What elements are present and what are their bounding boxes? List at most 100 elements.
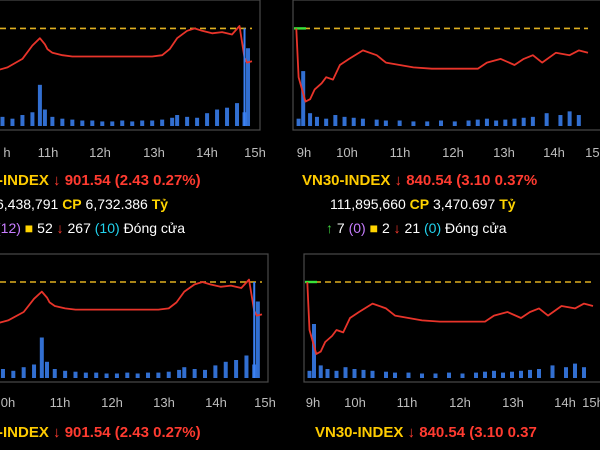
value-traded: 3,470.697 [433, 196, 496, 212]
x-tick-13h: 13h [143, 145, 165, 160]
volume-bar [576, 115, 581, 126]
cp-label: CP [409, 196, 430, 212]
index-change: (2.43 0.27%) [114, 172, 201, 189]
volume-bar [215, 109, 220, 126]
volume-bar [501, 372, 505, 378]
volume-bar [370, 370, 375, 378]
volume-bar [550, 365, 555, 378]
index-value: 901.54 [64, 424, 111, 441]
volume-bar [21, 367, 26, 378]
volume-bar [318, 365, 323, 378]
volume-bar [205, 113, 210, 126]
panel-bottom-left: 0h 11h 12h 13h 14h 15h -INDEX ↓ 901.54 (… [0, 253, 280, 450]
volume-bar [544, 113, 549, 126]
x-tick-15h: 15h [585, 145, 600, 160]
volume-bar [519, 370, 523, 378]
unchanged-count: 2 [381, 220, 390, 236]
index-change: (3.10 0.37% [456, 172, 538, 189]
chart-top-left [0, 0, 261, 131]
volume-bar [52, 369, 57, 378]
chart-frame [0, 253, 269, 383]
volume-bar [234, 360, 239, 378]
volume-bar [185, 116, 190, 126]
volume-bar [374, 119, 379, 126]
volume-bar [44, 361, 49, 378]
x-tick-10h: 10h [344, 395, 366, 410]
index-name: -INDEX [0, 172, 49, 189]
volume-bar [521, 117, 526, 126]
down-arrow-icon: ↓ [407, 424, 416, 441]
volume-bar [60, 118, 65, 126]
ticker-line: -INDEX ↓ 901.54 (2.43 0.27%) [0, 172, 201, 189]
price-line [306, 281, 594, 355]
down-arrow-icon: ↓ [56, 220, 64, 236]
volume-bar [466, 120, 471, 126]
volume-bar [564, 367, 568, 378]
volume-bar [567, 111, 572, 126]
volume-bar [32, 364, 37, 378]
volume-bar [420, 373, 424, 378]
session-status: Đóng cửa [123, 220, 186, 236]
volume-bar [104, 373, 109, 378]
volume-bar [130, 121, 135, 126]
x-tick-11h: 11h [396, 395, 418, 410]
index-change: (2.43 0.27%) [114, 424, 201, 441]
volume-bar [70, 119, 75, 126]
x-tick-edge: 0h [0, 395, 16, 410]
chart-bottom-right [303, 253, 600, 383]
volume-bar [433, 373, 438, 378]
volume-bar [110, 121, 115, 126]
volume-bar [223, 361, 228, 378]
x-tick-11h: 11h [49, 395, 71, 410]
x-tick-10h: 10h [336, 145, 358, 160]
ticker-line: VN30-INDEX ↓ 840.54 (3.10 0.37 [315, 424, 537, 441]
volume-bar [213, 365, 218, 378]
chart-frame [292, 0, 600, 131]
volume-bar [352, 369, 357, 378]
ticker-line: VN30-INDEX ↓ 840.54 (3.10 0.37% [302, 172, 537, 189]
panel-top-right: 9h 10h 11h 12h 13h 14h 15h VN30-INDEX ↓ … [292, 0, 600, 240]
volume-bar [146, 372, 151, 378]
x-tick-13h: 13h [502, 395, 524, 410]
down-arrow-icon: ↓ [53, 172, 61, 189]
x-tick-12h: 12h [89, 145, 111, 160]
unit-label: Tỷ [499, 196, 516, 212]
x-tick-15h: 15h [254, 395, 276, 410]
volume-bar [425, 121, 430, 126]
volume-bar [255, 301, 260, 378]
volume-bar [0, 116, 5, 126]
unchanged-count: 52 [37, 220, 53, 236]
cp-label: CP [62, 196, 82, 212]
session-status: Đóng cửa [445, 220, 507, 236]
volume-shares: 6,438,791 [0, 196, 59, 212]
price-line [295, 28, 589, 103]
volume-bar [195, 117, 200, 126]
x-tick-12h: 12h [442, 145, 464, 160]
x-tick-13h: 13h [493, 145, 515, 160]
volume-bar [170, 117, 175, 126]
volume-bar [125, 372, 130, 378]
chart-frame [0, 0, 261, 131]
ceiling-count: (0) [348, 220, 366, 236]
x-tick-12h: 12h [449, 395, 471, 410]
volume-bar [39, 337, 44, 378]
volume-bar [11, 370, 16, 378]
volume-bar [582, 367, 586, 378]
chart-frame [303, 253, 600, 383]
volume-bar [333, 115, 338, 126]
volume-shares: 111,895,660 [330, 196, 406, 212]
x-tick-edge: h [3, 145, 11, 160]
volume-bar [351, 117, 356, 126]
volume-bar [474, 372, 478, 378]
volume-line: 6,438,791 CP 6,732.386 Tỷ [0, 196, 168, 212]
unchanged-square-icon: ■ [24, 220, 34, 236]
floor-count: (10) [94, 220, 120, 236]
x-tick-15h: 15h [582, 395, 600, 410]
volume-bar [475, 119, 480, 126]
volume-bar [140, 120, 145, 126]
volume-bar [360, 118, 365, 126]
x-tick-12h: 12h [101, 395, 123, 410]
volume-bar [296, 118, 301, 126]
volume-bar [177, 369, 182, 378]
volume-bar [512, 118, 517, 126]
